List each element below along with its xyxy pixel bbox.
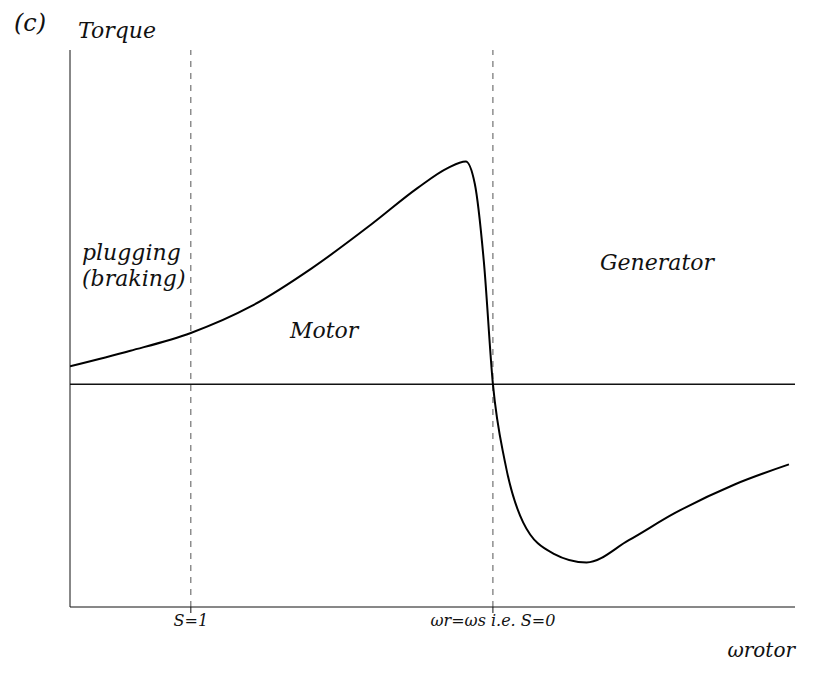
svg-text:S=1: S=1 <box>174 611 209 630</box>
html-text:(c): (c) <box>14 9 47 37</box>
html-text:Torque: Torque <box>78 18 156 43</box>
svg-text:ωrotor: ωrotor <box>727 638 796 662</box>
html-text:Motor: Motor <box>290 318 359 343</box>
html-text:(braking): (braking) <box>82 266 186 291</box>
html-text:Generator: Generator <box>600 250 714 275</box>
svg-text:ωr=ωs i.e. S=0: ωr=ωs i.e. S=0 <box>430 611 555 630</box>
html-text:plugging: plugging <box>82 240 181 265</box>
